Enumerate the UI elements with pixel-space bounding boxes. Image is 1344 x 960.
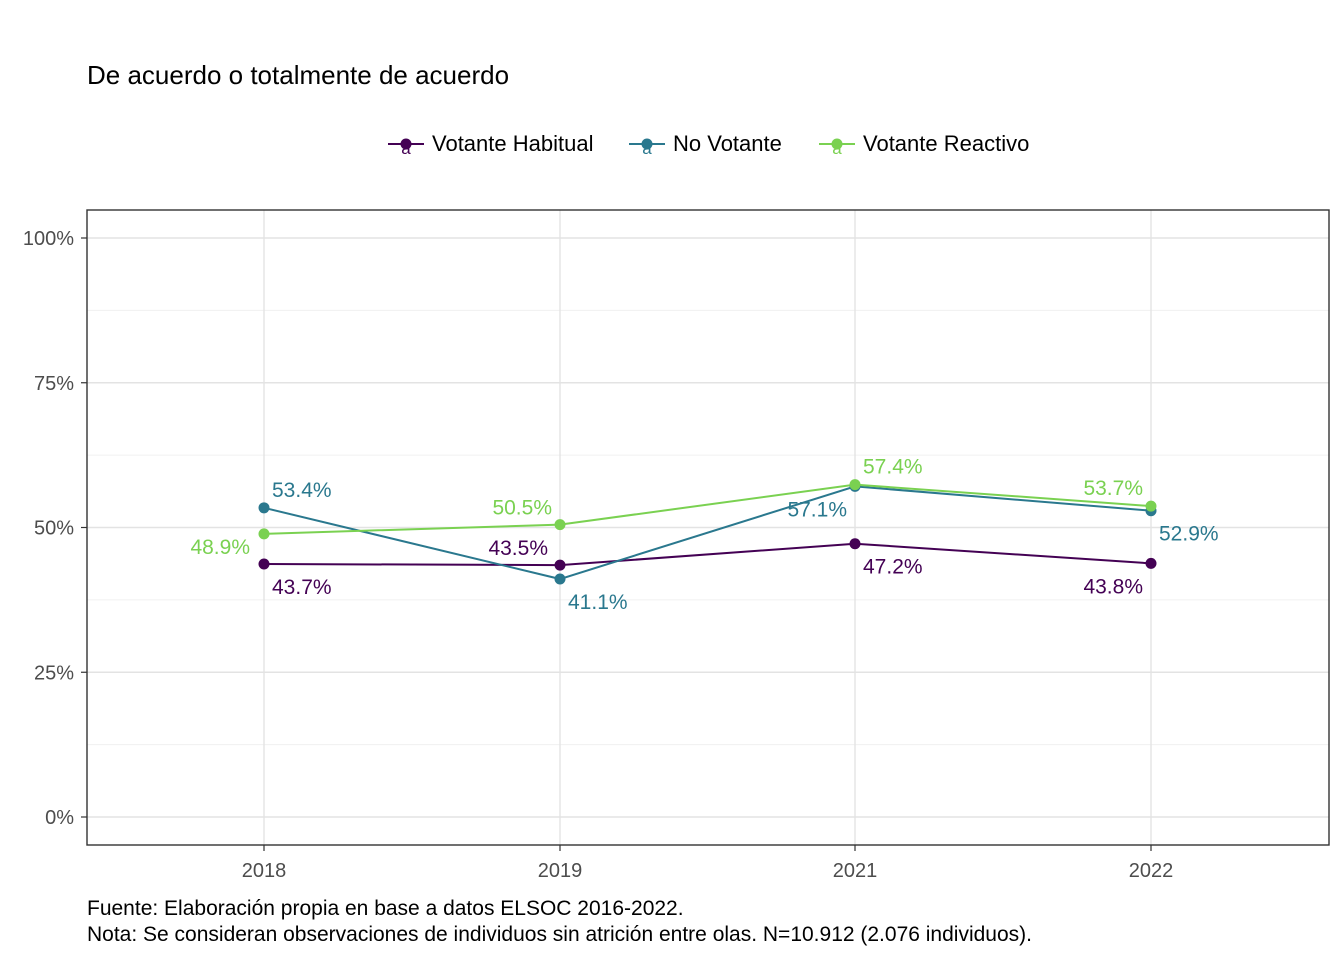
legend-key-votante-habitual: a <box>386 128 426 160</box>
data-label-votante-reactivo: 50.5% <box>492 497 552 520</box>
chart-title: De acuerdo o totalmente de acuerdo <box>87 60 510 90</box>
data-point-votante-reactivo <box>849 479 861 491</box>
legend-label-no-votante: No Votante <box>673 131 782 156</box>
data-label-votante-reactivo: 48.9% <box>190 536 250 559</box>
data-point-votante-reactivo <box>1145 500 1157 512</box>
svg-text:a: a <box>642 139 652 158</box>
svg-text:a: a <box>832 139 842 158</box>
x-tick-label: 2022 <box>1129 860 1174 882</box>
legend-item-no-votante: a No Votante <box>627 128 782 160</box>
data-point-no-votante <box>554 573 566 585</box>
data-label-no-votante: 52.9% <box>1159 523 1219 546</box>
x-tick-label: 2019 <box>538 860 583 882</box>
y-tick-label: 75% <box>34 373 74 395</box>
data-label-no-votante: 57.1% <box>787 498 847 521</box>
plot-border <box>86 209 1330 846</box>
svg-text:a: a <box>401 139 411 158</box>
data-label-votante-habitual: 47.2% <box>863 556 923 579</box>
data-label-votante-reactivo: 53.7% <box>1083 477 1143 500</box>
data-point-votante-reactivo <box>258 528 270 540</box>
legend-item-votante-reactivo: a Votante Reactivo <box>817 128 1029 160</box>
legend-key-votante-reactivo: a <box>817 128 857 160</box>
data-label-no-votante: 41.1% <box>568 591 628 614</box>
data-point-votante-habitual <box>554 559 566 571</box>
legend-label-votante-habitual: Votante Habitual <box>432 131 594 156</box>
y-tick-label: 25% <box>34 662 74 684</box>
series-line-no-votante <box>263 485 1152 581</box>
data-label-no-votante: 53.4% <box>272 479 332 502</box>
x-tick-label: 2018 <box>242 860 287 882</box>
data-label-votante-habitual: 43.5% <box>488 537 548 560</box>
legend-label-votante-reactivo: Votante Reactivo <box>863 131 1030 156</box>
series-line-votante-habitual <box>263 542 1152 567</box>
legend: a Votante Habitual a No Votante a Votant… <box>0 128 1344 160</box>
y-tick-label: 0% <box>45 807 74 829</box>
legend-key-no-votante: a <box>627 128 667 160</box>
data-label-votante-habitual: 43.8% <box>1083 575 1143 598</box>
data-label-votante-habitual: 43.7% <box>272 576 332 599</box>
data-point-votante-habitual <box>258 558 270 570</box>
caption-source: Fuente: Elaboración propia en base a dat… <box>87 897 684 920</box>
data-point-votante-habitual <box>1145 557 1157 569</box>
legend-item-votante-habitual: a Votante Habitual <box>386 128 593 160</box>
data-point-no-votante <box>258 502 270 514</box>
y-tick-label: 100% <box>23 228 74 250</box>
caption-note: Nota: Se consideran observaciones de ind… <box>87 923 1032 946</box>
x-tick-label: 2021 <box>833 860 878 882</box>
data-point-votante-reactivo <box>554 519 566 531</box>
data-point-votante-habitual <box>849 538 861 550</box>
series-line-votante-reactivo <box>263 483 1152 535</box>
caption: Fuente: Elaboración propia en base a dat… <box>87 896 1032 948</box>
y-tick-label: 50% <box>34 518 74 540</box>
data-label-votante-reactivo: 57.4% <box>863 456 923 479</box>
